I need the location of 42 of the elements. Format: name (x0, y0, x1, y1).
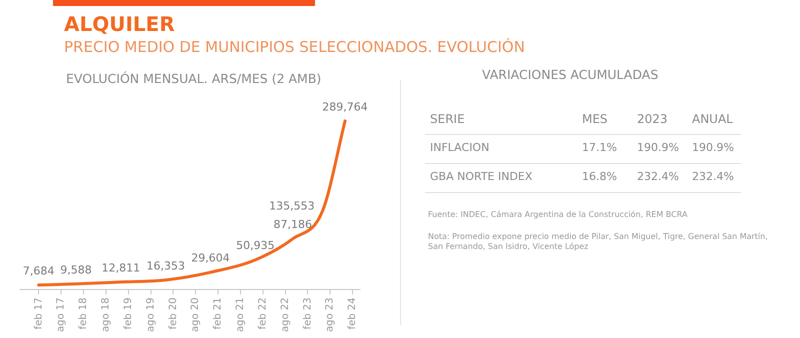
text: 232.4% (637, 170, 679, 183)
text: 190.9% (637, 141, 679, 154)
data-label: 50,935 (236, 239, 275, 252)
x-tick-label: feb 24 (347, 298, 358, 330)
chart-title: ALQUILER (64, 12, 175, 36)
x-tick-label: feb 22 (257, 298, 268, 330)
text: EVOLUCIÓN MENSUAL. ARS/MES (2 AMB) (66, 71, 322, 86)
x-tick-label: feb 23 (302, 298, 314, 330)
data-label: 135,553 (269, 200, 315, 213)
x-tick-label: ago 22 (280, 298, 291, 332)
text: 16.8% (582, 170, 617, 183)
x-tick-label: ago 21 (235, 298, 246, 332)
text: 17.1% (582, 141, 617, 154)
data-label: 87,186 (273, 218, 312, 232)
data-label: 29,604 (191, 252, 230, 265)
text: GBA NORTE INDEX (430, 170, 532, 183)
text: Nota: Promedio expone precio medio de Pilar, San Miguel, Tigre, General San Martín, San Fernando, San Isidro, Vicente López (428, 232, 769, 252)
data-label: 9,588 (60, 263, 92, 276)
data-label: 289,764 (322, 100, 368, 114)
text: 232.4% (692, 170, 734, 183)
text: 190.9% (692, 141, 734, 154)
chart-subtitle: PRECIO MEDIO DE MUNICIPIOS SELECCIONADOS. EVOLUCIÓN (64, 38, 525, 56)
source-note: Fuente: INDEC, Cámara Argentina de la Construcción, REM BCRA (428, 210, 688, 219)
x-tick-label: ago 19 (145, 298, 156, 332)
x-tick-label: feb 19 (122, 298, 134, 330)
text: VARIACIONES ACUMULADAS (482, 67, 658, 82)
data-label: 7,684 (22, 264, 54, 278)
x-tick-label: ago 17 (56, 298, 67, 332)
text: SERIE (430, 112, 465, 126)
text: MES (582, 112, 608, 126)
x-tick-label: ago 20 (190, 298, 202, 332)
data-label: 16,353 (146, 259, 185, 272)
text: 2023 (637, 112, 668, 126)
x-tick-label: feb 17 (33, 298, 44, 330)
x-tick-label: feb 20 (168, 298, 179, 330)
text: INFLACION (430, 141, 490, 154)
x-tick-label: feb 18 (78, 298, 90, 330)
x-tick-label: feb 21 (212, 298, 224, 330)
x-tick-label: ago 18 (100, 298, 112, 332)
x-tick-label: ago 23 (324, 298, 336, 332)
text: ANUAL (692, 112, 733, 126)
data-label: 12,811 (102, 261, 140, 274)
